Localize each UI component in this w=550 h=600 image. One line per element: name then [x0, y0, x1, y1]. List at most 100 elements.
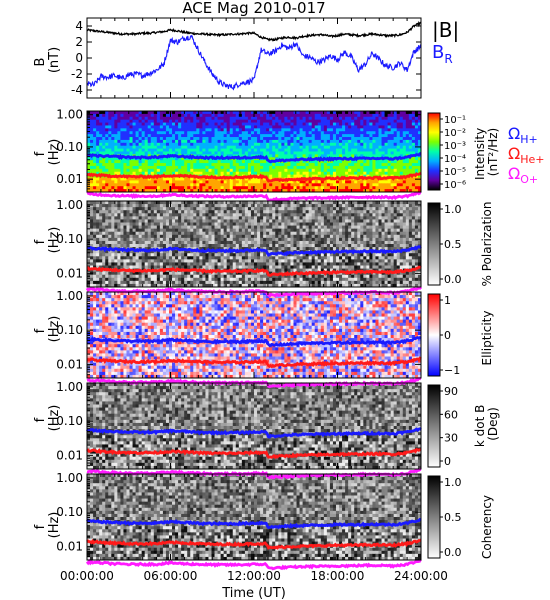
heatmap-cell	[302, 189, 307, 193]
heatmap-cell	[165, 137, 170, 141]
heatmap-cell	[390, 131, 395, 135]
heatmap-cell	[126, 210, 130, 214]
heatmap-cell	[269, 157, 273, 161]
heatmap-cell	[244, 234, 249, 239]
heatmap-cell	[250, 148, 255, 152]
heatmap-cell	[369, 145, 373, 149]
heatmap-cell	[299, 139, 303, 144]
heatmap-cell	[257, 128, 261, 132]
legend-b-radial-sub: R	[444, 52, 452, 66]
heatmap-cell	[260, 160, 264, 164]
heatmap-cell	[393, 244, 398, 248]
heatmap-cell	[275, 125, 279, 129]
heatmap-cell	[363, 231, 367, 236]
heatmap-cell	[342, 116, 346, 121]
heatmap-cell	[223, 228, 228, 233]
heatmap-cell	[87, 139, 91, 144]
heatmap-cell	[266, 134, 270, 138]
heatmap-cell	[229, 216, 234, 220]
heatmap-cell	[411, 228, 416, 233]
heatmap-cell	[314, 125, 319, 129]
heatmap-cell	[175, 113, 179, 118]
heatmap-cell	[247, 183, 252, 187]
heatmap-cell	[372, 225, 376, 230]
heatmap-cell	[126, 128, 130, 132]
heatmap-cell	[387, 148, 392, 152]
heatmap-cell	[293, 122, 297, 126]
heatmap-cell	[320, 216, 325, 220]
heatmap-cell	[90, 128, 94, 132]
heatmap-cell	[102, 151, 106, 155]
heatmap-cell	[211, 204, 215, 208]
heatmap-cell	[120, 237, 124, 242]
heatmap-cell	[357, 201, 361, 205]
heatmap-cell	[348, 142, 352, 147]
heatmap-cell	[217, 154, 221, 158]
heatmap-cell	[156, 183, 161, 187]
heatmap-cell	[366, 171, 370, 176]
heatmap-cell	[314, 139, 319, 144]
heatmap-cell	[187, 183, 191, 187]
heatmap-cell	[272, 151, 276, 155]
heatmap-cell	[384, 113, 388, 118]
heatmap-cell	[387, 216, 392, 220]
heatmap-cell	[305, 163, 310, 167]
heatmap-cell	[351, 237, 355, 242]
heatmap-cell	[150, 163, 155, 167]
heatmap-cell	[208, 237, 212, 242]
heatmap-cell	[287, 116, 291, 121]
heatmap-cell	[147, 234, 152, 239]
heatmap-cell	[232, 204, 237, 208]
heatmap-cell	[378, 231, 382, 236]
heatmap-cell	[381, 111, 385, 115]
heatmap-cell	[293, 201, 297, 205]
heatmap-cell	[332, 186, 337, 190]
heatmap-cell	[269, 151, 273, 155]
heatmap-cell	[402, 213, 407, 217]
heatmap-cell	[138, 186, 143, 190]
heatmap-cell	[190, 228, 194, 233]
heatmap-cell	[226, 113, 231, 118]
heatmap-cell	[314, 145, 319, 149]
heatmap-cell	[208, 213, 212, 217]
heatmap-cell	[345, 142, 349, 147]
heatmap-cell	[150, 207, 155, 211]
heatmap-cell	[144, 231, 149, 236]
heatmap-cell	[114, 116, 118, 121]
heatmap-cell	[153, 177, 158, 181]
heatmap-cell	[147, 113, 152, 118]
heatmap-cell	[105, 231, 109, 236]
heatmap-cell	[208, 189, 212, 193]
heatmap-cell	[175, 222, 179, 226]
heatmap-cell	[411, 186, 416, 190]
heatmap-cell	[241, 228, 246, 233]
heatmap-cell	[129, 180, 133, 184]
heatmap-cell	[244, 163, 249, 167]
heatmap-cell	[317, 210, 322, 214]
heatmap-cell	[332, 244, 337, 248]
heatmap-cell	[199, 240, 203, 245]
heatmap-cell	[172, 234, 176, 239]
heatmap-cell	[156, 240, 161, 245]
heatmap-cell	[275, 240, 279, 245]
heatmap-cell	[181, 171, 185, 176]
heatmap-cell	[402, 163, 407, 167]
heatmap-cell	[156, 142, 161, 147]
heatmap-cell	[287, 163, 291, 167]
heatmap-cell	[184, 151, 188, 155]
heatmap-cell	[93, 137, 97, 141]
heatmap-cell	[93, 157, 97, 161]
heatmap-cell	[153, 122, 158, 126]
heatmap-cell	[284, 122, 288, 126]
heatmap-cell	[293, 186, 297, 190]
heatmap-cell	[351, 210, 355, 214]
heatmap-cell	[208, 222, 212, 226]
heatmap-cell	[345, 180, 349, 184]
heatmap-cell	[87, 228, 91, 233]
heatmap-cell	[120, 142, 124, 147]
heatmap-cell	[175, 225, 179, 230]
heatmap-cell	[202, 145, 206, 149]
heatmap-cell	[141, 210, 146, 214]
heatmap-cell	[272, 154, 276, 158]
heatmap-cell	[417, 148, 422, 152]
